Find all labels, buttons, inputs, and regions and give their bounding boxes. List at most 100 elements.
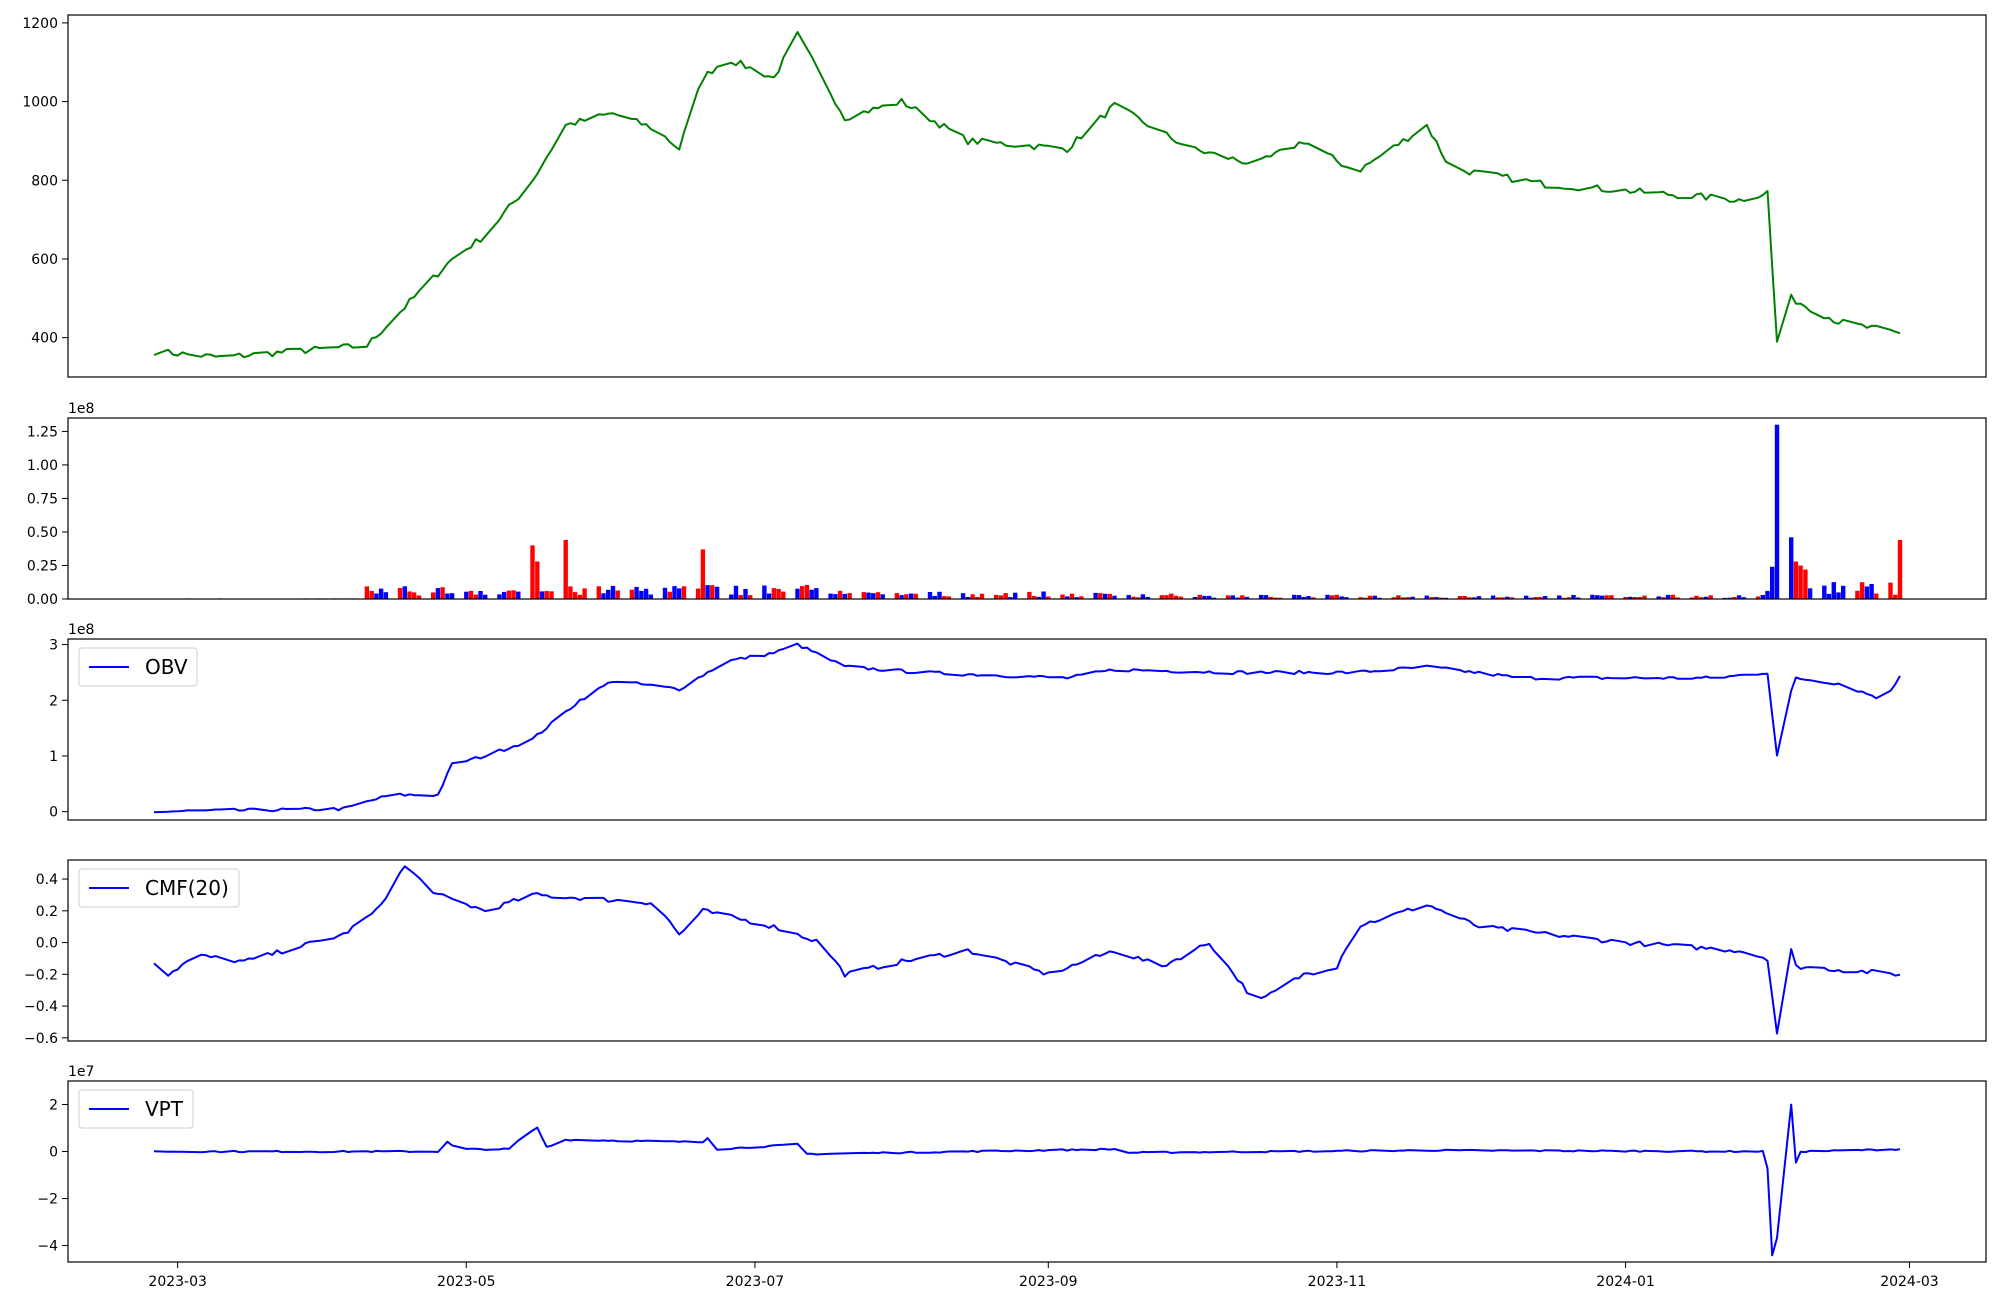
volume-bar: [1509, 597, 1515, 599]
volume-bar: [733, 585, 739, 599]
volume-bar: [1079, 596, 1084, 599]
volume-bar: [1599, 595, 1605, 599]
volume-bar: [1632, 597, 1638, 599]
volume-bar: [577, 594, 583, 599]
volume-bar: [1292, 594, 1297, 599]
volume-bar: [1505, 596, 1510, 599]
volume-bar: [866, 592, 871, 599]
volume-bar: [1240, 595, 1245, 599]
volume-bar: [700, 549, 706, 599]
volume-bar: [1013, 592, 1018, 599]
volume-bar: [1755, 596, 1761, 599]
volume-bar: [610, 585, 616, 599]
cmf-line-layer: [153, 865, 1901, 1035]
volume-bar: [1207, 595, 1212, 599]
volume-bar: [1467, 597, 1472, 599]
volume-bar: [1192, 597, 1198, 599]
volume-bar: [1301, 596, 1306, 599]
volume-bar: [1628, 596, 1633, 599]
volume-bar: [1046, 596, 1051, 599]
volume-bar: [1367, 595, 1373, 599]
volume-ytick-label-0: 0.00: [27, 592, 58, 608]
volume-bar: [1211, 597, 1217, 599]
volume-bar: [1296, 595, 1302, 599]
volume-bar: [1675, 597, 1680, 599]
volume-bar: [1533, 597, 1538, 599]
volume-bar: [1225, 595, 1231, 599]
volume-bar: [1462, 595, 1467, 599]
volume-bar: [648, 594, 653, 599]
volume-bar: [615, 590, 620, 599]
obv-legend-label: OBV: [145, 655, 188, 679]
volume-bar: [516, 591, 521, 599]
volume-ytick-label-3: 0.75: [27, 491, 58, 507]
cmf-ytick-label-2: 0.0: [36, 936, 58, 952]
volume-bar: [1566, 597, 1571, 599]
price-axes-frame: [67, 14, 1987, 378]
volume-bar: [766, 593, 772, 599]
volume-bar: [847, 593, 852, 599]
x-tick-label-0: 2023-03: [148, 1274, 207, 1290]
volume-bar: [412, 592, 417, 599]
volume-bar: [1703, 596, 1709, 599]
volume-bar: [1429, 597, 1434, 599]
obv-line-layer: [153, 642, 1901, 814]
volume-ytick-label-5: 1.25: [27, 424, 58, 440]
cmf-legend-box: [78, 868, 240, 908]
cmf-panel: 0.4 0.2 0.0 −0.2 −0.4 −0.6 CMF(20): [24, 859, 1987, 1047]
volume-bar: [483, 594, 488, 599]
volume-bar: [1642, 595, 1647, 599]
volume-bar: [842, 593, 847, 599]
volume-axes-frame: [67, 417, 1987, 600]
obv-scale-label: 1e8: [68, 622, 94, 638]
volume-bar: [667, 591, 672, 599]
volume-bar: [1339, 596, 1344, 599]
volume-bar: [932, 595, 937, 599]
volume-bar: [1661, 597, 1666, 599]
volume-bar: [804, 585, 810, 599]
volume-bar: [1438, 597, 1444, 599]
volume-bar: [1235, 597, 1240, 599]
volume-bar: [833, 594, 838, 599]
volume-bar: [714, 586, 720, 599]
volume-bar: [1330, 595, 1335, 599]
volume-bar: [1471, 597, 1477, 599]
volume-bar: [464, 591, 469, 599]
volume-bar: [1557, 595, 1562, 599]
cmf-axes-frame: [67, 859, 1987, 1042]
volume-bar: [1798, 565, 1803, 599]
price-ytick-label-2: 800: [31, 173, 58, 189]
volume-bar: [871, 593, 876, 599]
volume-bar: [738, 595, 743, 599]
x-tick-label-2: 2023-07: [726, 1274, 785, 1290]
volume-bar: [1528, 597, 1534, 599]
vpt-yaxis: 2 0 −2 −4: [37, 1098, 68, 1255]
x-tick-label-4: 2023-11: [1308, 1274, 1367, 1290]
volume-bar: [1495, 597, 1500, 599]
volume-bar: [1244, 596, 1250, 599]
volume-bar: [1344, 597, 1349, 599]
volume-bar: [1391, 597, 1396, 599]
volume-bar: [1358, 597, 1363, 599]
volume-bar: [894, 593, 900, 599]
price-ytick-label-4: 1200: [22, 16, 58, 32]
volume-bar: [383, 592, 389, 599]
obv-ytick-label-2: 2: [49, 693, 58, 709]
volume-bar: [497, 594, 502, 599]
volume-bar: [506, 590, 512, 599]
volume-bar: [1003, 593, 1008, 599]
volume-bar: [960, 593, 966, 599]
volume-bar: [748, 595, 753, 599]
volume-ytick-label-1: 0.25: [27, 558, 58, 574]
volume-bar: [1490, 595, 1496, 599]
volume-bar: [681, 586, 687, 599]
x-tick-label-6: 2024-03: [1880, 1274, 1939, 1290]
volume-bar: [1434, 597, 1439, 599]
volume-bar: [1140, 594, 1146, 599]
volume-bar: [539, 591, 545, 599]
volume-bar: [1855, 590, 1860, 599]
volume-bar: [1637, 597, 1642, 599]
volume-bar: [1476, 596, 1482, 599]
cmf-ytick-label-4: −0.4: [24, 999, 58, 1015]
volume-bar: [1041, 591, 1046, 599]
